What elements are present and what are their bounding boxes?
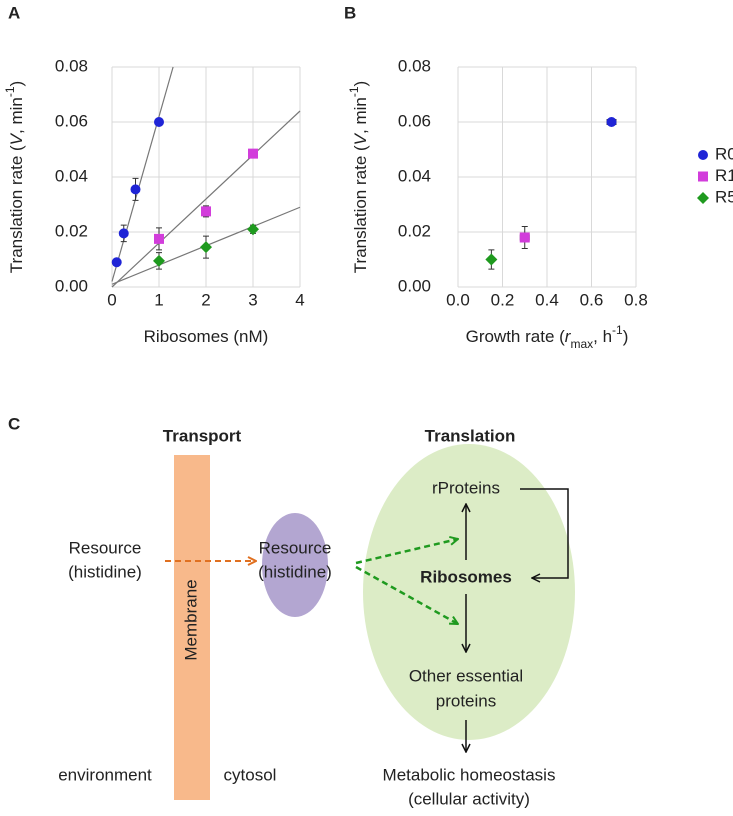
x-axis-label: Growth rate (rmax, h-1) [466, 323, 629, 351]
point [111, 257, 122, 268]
node-label: (histidine) [258, 562, 332, 581]
label-part: -1 [3, 86, 17, 97]
x-tick-label: 3 [248, 290, 257, 309]
node-label: Other essential [409, 666, 523, 685]
label-part: Translation rate ( [351, 145, 370, 273]
label-part: Translation rate ( [7, 145, 26, 273]
point [154, 233, 164, 244]
fit-line [111, 110, 301, 288]
y-tick-label: 0.08 [55, 56, 88, 75]
point [606, 117, 617, 127]
x-tick-label: 2 [201, 290, 210, 309]
label-part: r [565, 327, 572, 346]
legend-label: R0 [715, 144, 733, 163]
label-part: -1 [347, 86, 361, 97]
node-label: Ribosomes [420, 567, 512, 586]
y-tick-label: 0.08 [398, 56, 431, 75]
label-part: -1 [612, 323, 623, 337]
feedback-arrow [520, 488, 569, 578]
side-label: cytosol [224, 765, 277, 784]
x-tick-label: 1 [154, 290, 163, 309]
heading: Translation [425, 426, 516, 445]
x-axis-label: Ribosomes (nM) [144, 327, 269, 346]
label-part: ) [351, 81, 370, 87]
label-part: Growth rate ( [466, 327, 566, 346]
point [118, 228, 129, 239]
node-label: (cellular activity) [408, 789, 530, 808]
x-tick-label: 0.6 [580, 290, 604, 309]
label-part: V [7, 132, 26, 145]
panel-label: B [344, 3, 356, 22]
fit-line [111, 66, 174, 282]
x-tick-label: 0.0 [446, 290, 470, 309]
membrane [174, 455, 210, 800]
y-axis-label: Translation rate (V, min-1) [3, 81, 26, 273]
membrane-label: Membrane [181, 579, 200, 660]
panel-label: A [8, 3, 20, 22]
label-part: , h [593, 327, 612, 346]
label-part: max [570, 337, 593, 351]
node-label: Resource [69, 538, 142, 557]
node-label: (histidine) [68, 562, 142, 581]
point [248, 148, 258, 159]
x-tick-label: 0 [107, 290, 116, 309]
x-tick-label: 0.8 [624, 290, 648, 309]
legend-marker [698, 171, 708, 182]
arrow [355, 539, 458, 565]
y-tick-label: 0.02 [398, 221, 431, 240]
label-part: ) [7, 81, 26, 87]
point [201, 206, 211, 217]
node-label: rProteins [432, 478, 500, 497]
label-part: , min [351, 97, 370, 134]
legend-marker [698, 150, 708, 160]
diagram: C Transport Translation Membrane Resourc… [8, 414, 575, 808]
point [485, 253, 498, 266]
point [200, 241, 212, 254]
x-tick-label: 0.2 [491, 290, 515, 309]
charts: A 0.00 0.02 0.04 0.06 0.08 0 1 2 3 4 Translation ra… [3, 3, 733, 351]
cell-compartment [262, 513, 328, 617]
y-tick-label: 0.00 [55, 276, 88, 295]
point [247, 223, 259, 236]
node-label: Metabolic homeostasis [383, 765, 556, 784]
point [519, 232, 530, 243]
point [153, 254, 165, 267]
y-tick-label: 0.04 [55, 166, 88, 185]
point [130, 184, 141, 195]
label-part: V [351, 132, 370, 145]
x-tick-label: 0.4 [535, 290, 559, 309]
y-tick-label: 0.06 [398, 111, 431, 130]
panel-label: C [8, 414, 20, 433]
label-part: ) [623, 327, 629, 346]
point [154, 117, 164, 127]
y-axis-label: Translation rate (V, min-1) [347, 81, 370, 273]
translation-region [363, 444, 575, 740]
heading: Transport [163, 426, 242, 445]
y-tick-label: 0.04 [398, 166, 431, 185]
y-tick-label: 0.00 [398, 276, 431, 295]
x-tick-label: 4 [295, 290, 304, 309]
label-part: Ribosomes (nM) [144, 327, 269, 346]
y-tick-label: 0.02 [55, 221, 88, 240]
node-label: Resource [259, 538, 332, 557]
node-label: proteins [436, 691, 496, 710]
side-label: environment [58, 765, 152, 784]
label-part: , min [7, 97, 26, 134]
legend-label: R5 [715, 187, 733, 206]
legend-marker [697, 192, 709, 204]
y-tick-label: 0.06 [55, 111, 88, 130]
legend-label: R1 [715, 166, 733, 185]
